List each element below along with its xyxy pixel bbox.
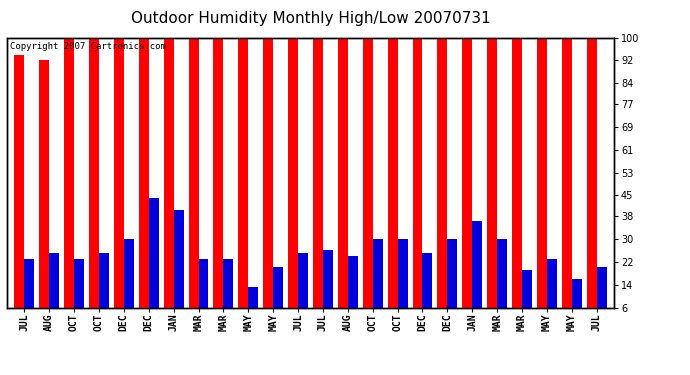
Bar — [188, 38, 199, 325]
Bar — [273, 267, 283, 325]
Bar — [238, 38, 248, 325]
Bar — [388, 38, 397, 325]
Bar — [99, 253, 109, 325]
Bar — [413, 38, 422, 325]
Bar — [487, 38, 497, 325]
Bar — [288, 38, 298, 325]
Bar — [114, 38, 124, 325]
Bar — [397, 238, 408, 325]
Bar — [149, 198, 159, 325]
Bar — [497, 238, 507, 325]
Bar — [39, 60, 49, 325]
Bar — [537, 38, 547, 325]
Bar — [363, 38, 373, 325]
Bar — [323, 250, 333, 325]
Text: Copyright 2007 Cartronics.com: Copyright 2007 Cartronics.com — [10, 42, 166, 51]
Bar — [348, 256, 358, 325]
Bar — [472, 221, 482, 325]
Bar — [213, 38, 224, 325]
Bar — [597, 267, 607, 325]
Bar — [24, 259, 34, 325]
Text: Outdoor Humidity Monthly High/Low 20070731: Outdoor Humidity Monthly High/Low 200707… — [130, 11, 491, 26]
Bar — [174, 210, 184, 325]
Bar — [64, 38, 74, 325]
Bar — [562, 38, 572, 325]
Bar — [74, 259, 84, 325]
Bar — [338, 38, 348, 325]
Bar — [572, 279, 582, 325]
Bar — [14, 55, 24, 325]
Bar — [298, 253, 308, 325]
Bar — [447, 238, 457, 325]
Bar — [586, 38, 597, 325]
Bar — [313, 38, 323, 325]
Bar — [547, 259, 557, 325]
Bar — [512, 38, 522, 325]
Bar — [49, 253, 59, 325]
Bar — [522, 270, 532, 325]
Bar — [373, 238, 383, 325]
Bar — [124, 238, 134, 325]
Bar — [263, 38, 273, 325]
Bar — [199, 259, 208, 325]
Bar — [224, 259, 233, 325]
Bar — [89, 38, 99, 325]
Bar — [437, 38, 447, 325]
Bar — [164, 38, 174, 325]
Bar — [139, 38, 149, 325]
Bar — [248, 287, 258, 325]
Bar — [422, 253, 433, 325]
Bar — [462, 38, 472, 325]
